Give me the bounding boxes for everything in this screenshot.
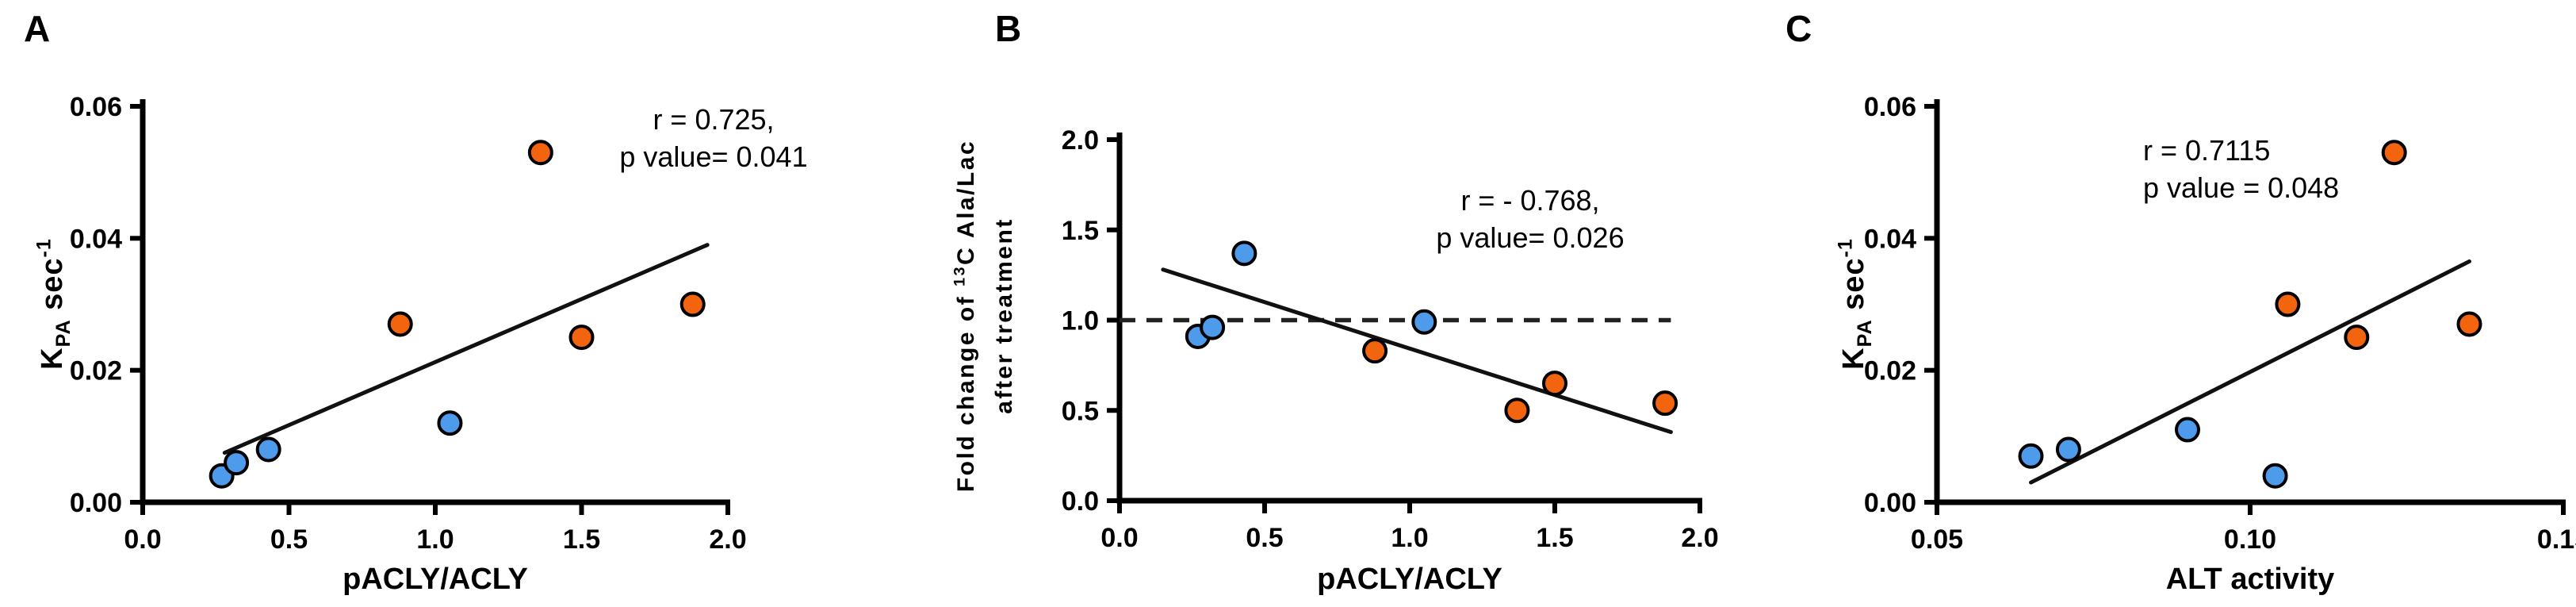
axes [1116,133,1702,504]
panel-label: B [995,8,1021,49]
data-point-blue [2175,417,2200,443]
data-point-blue [2018,443,2044,469]
data-point-blue [1200,314,1226,340]
axes [1934,99,2566,505]
annotation-line: p value= 0.041 [619,140,807,173]
y-tick-label: 0.06 [70,92,122,122]
x-tick-label: 0.0 [124,524,161,555]
data-point-orange [2275,291,2301,317]
y-tick-label: 0.00 [1864,488,1916,518]
data-point-blue [437,410,463,436]
panel-label: A [24,8,50,49]
data-point-orange [387,311,413,337]
x-tick-label: 1.0 [416,524,454,555]
x-tick-label: 0.15 [2537,524,2576,555]
y-tick-label: 0.5 [1062,396,1099,426]
data-point-blue [255,436,281,463]
x-axis-title: pACLY/ACLY [1317,563,1502,596]
x-tick-label: 1.5 [1536,523,1573,553]
trend-line [222,243,710,455]
y-axis-title: KPA sec-1 [1835,238,1876,370]
x-tick-label: 1.0 [1391,523,1428,553]
y-tick-label: 1.0 [1062,306,1099,336]
x-axis-title: pACLY/ACLY [343,563,528,596]
trend-line [2029,259,2471,485]
annotation-line: r = - 0.768, [1460,184,1599,217]
data-point-orange [527,140,553,166]
y-tick-label: 2.0 [1062,125,1099,156]
data-point-blue [2262,463,2288,489]
annotation-line: p value = 0.048 [2143,171,2339,204]
panel-label: C [1786,8,1812,49]
y-tick-label: 0.0 [1062,486,1099,517]
data-point-blue [1231,240,1257,267]
x-axis-title: ALT activity [2166,563,2335,596]
data-point-orange [1652,390,1678,417]
data-point-orange [1504,398,1530,424]
panel-c: C 0.05 0.10 0.15 0.00 0.02 0.04 0.06 ALT activit… [1786,8,2576,596]
x-tick-label: 0.0 [1100,523,1138,553]
axes [140,99,730,505]
x-tick-label: 0.5 [270,524,308,555]
annotation-line: r = 0.7115 [2143,134,2270,167]
x-tick-label: 0.5 [1246,523,1283,553]
data-point-orange [2381,140,2407,166]
data-point-orange [2344,325,2370,351]
data-point-blue [2055,436,2081,463]
data-point-orange [1362,338,1388,364]
x-tick-label: 2.0 [1681,523,1718,553]
data-point-blue [224,450,250,476]
y-tick-label: 0.02 [70,356,122,386]
x-tick-label: 0.10 [2224,524,2276,555]
data-point-blue [1411,309,1437,335]
data-point-orange [679,291,706,317]
x-tick-label: 2.0 [709,524,746,555]
x-tick-label: 1.5 [563,524,600,555]
trend-line [1161,267,1673,435]
data-point-orange [568,325,595,351]
annotation-line: r = 0.725, [653,103,774,136]
annotation-line: p value= 0.026 [1436,221,1624,254]
data-point-orange [1542,371,1567,397]
y-tick-label: 0.00 [70,488,122,518]
panel-b: B 0.0 0.5 1.0 1.5 2.0 0.0 0.5 1.0 1.5 2.0 pACLY/ACL… [951,8,1719,596]
y-axis-title: KPA sec-1 [33,238,75,370]
y-tick-label: 0.02 [1864,356,1916,386]
x-tick-label: 0.05 [1911,524,1963,555]
y-tick-label: 0.06 [1864,92,1916,122]
y-tick-label: 0.04 [1864,224,1916,254]
panel-a: A 0.0 0.5 1.0 1.5 2.0 0.00 0.02 0.04 0.06 pACLY/AC… [24,8,808,596]
y-axis-title: Fold change of 13C Ala/Lac [951,140,979,492]
data-point-orange [2456,311,2482,337]
y-tick-label: 1.5 [1062,216,1099,246]
y-tick-label: 0.04 [70,224,122,254]
y-axis-title: after treatment [991,217,1017,414]
